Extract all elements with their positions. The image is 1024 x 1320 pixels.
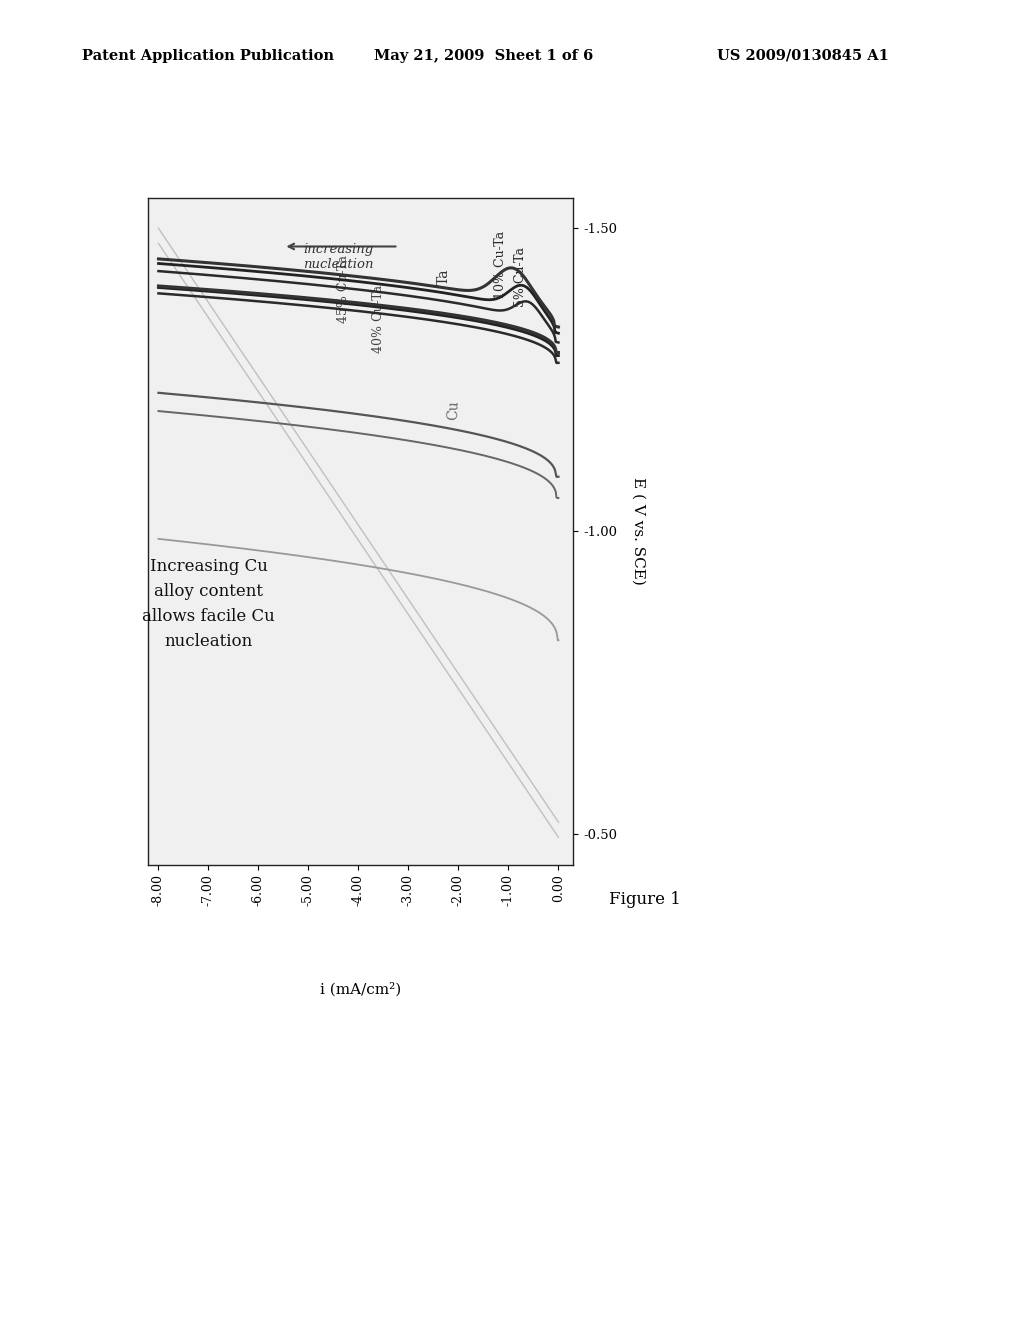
Text: 10% Cu-Ta: 10% Cu-Ta	[495, 231, 508, 298]
Y-axis label: E ( V vs. SCE): E ( V vs. SCE)	[631, 478, 645, 585]
Text: 45% Cu-Ta: 45% Cu-Ta	[337, 255, 350, 323]
Text: May 21, 2009  Sheet 1 of 6: May 21, 2009 Sheet 1 of 6	[374, 49, 593, 63]
X-axis label: i (mA/cm²): i (mA/cm²)	[321, 982, 401, 997]
Text: increasing
nucleation: increasing nucleation	[303, 243, 374, 271]
Text: 5% Cu-Ta: 5% Cu-Ta	[514, 247, 527, 306]
Text: Patent Application Publication: Patent Application Publication	[82, 49, 334, 63]
Text: 40% Cu-Ta: 40% Cu-Ta	[372, 285, 385, 354]
Text: Increasing Cu
alloy content
allows facile Cu
nucleation: Increasing Cu alloy content allows facil…	[142, 558, 274, 649]
Text: Cu: Cu	[446, 400, 461, 420]
Text: Ta: Ta	[436, 268, 451, 285]
Text: Figure 1: Figure 1	[609, 891, 681, 908]
Text: US 2009/0130845 A1: US 2009/0130845 A1	[717, 49, 889, 63]
